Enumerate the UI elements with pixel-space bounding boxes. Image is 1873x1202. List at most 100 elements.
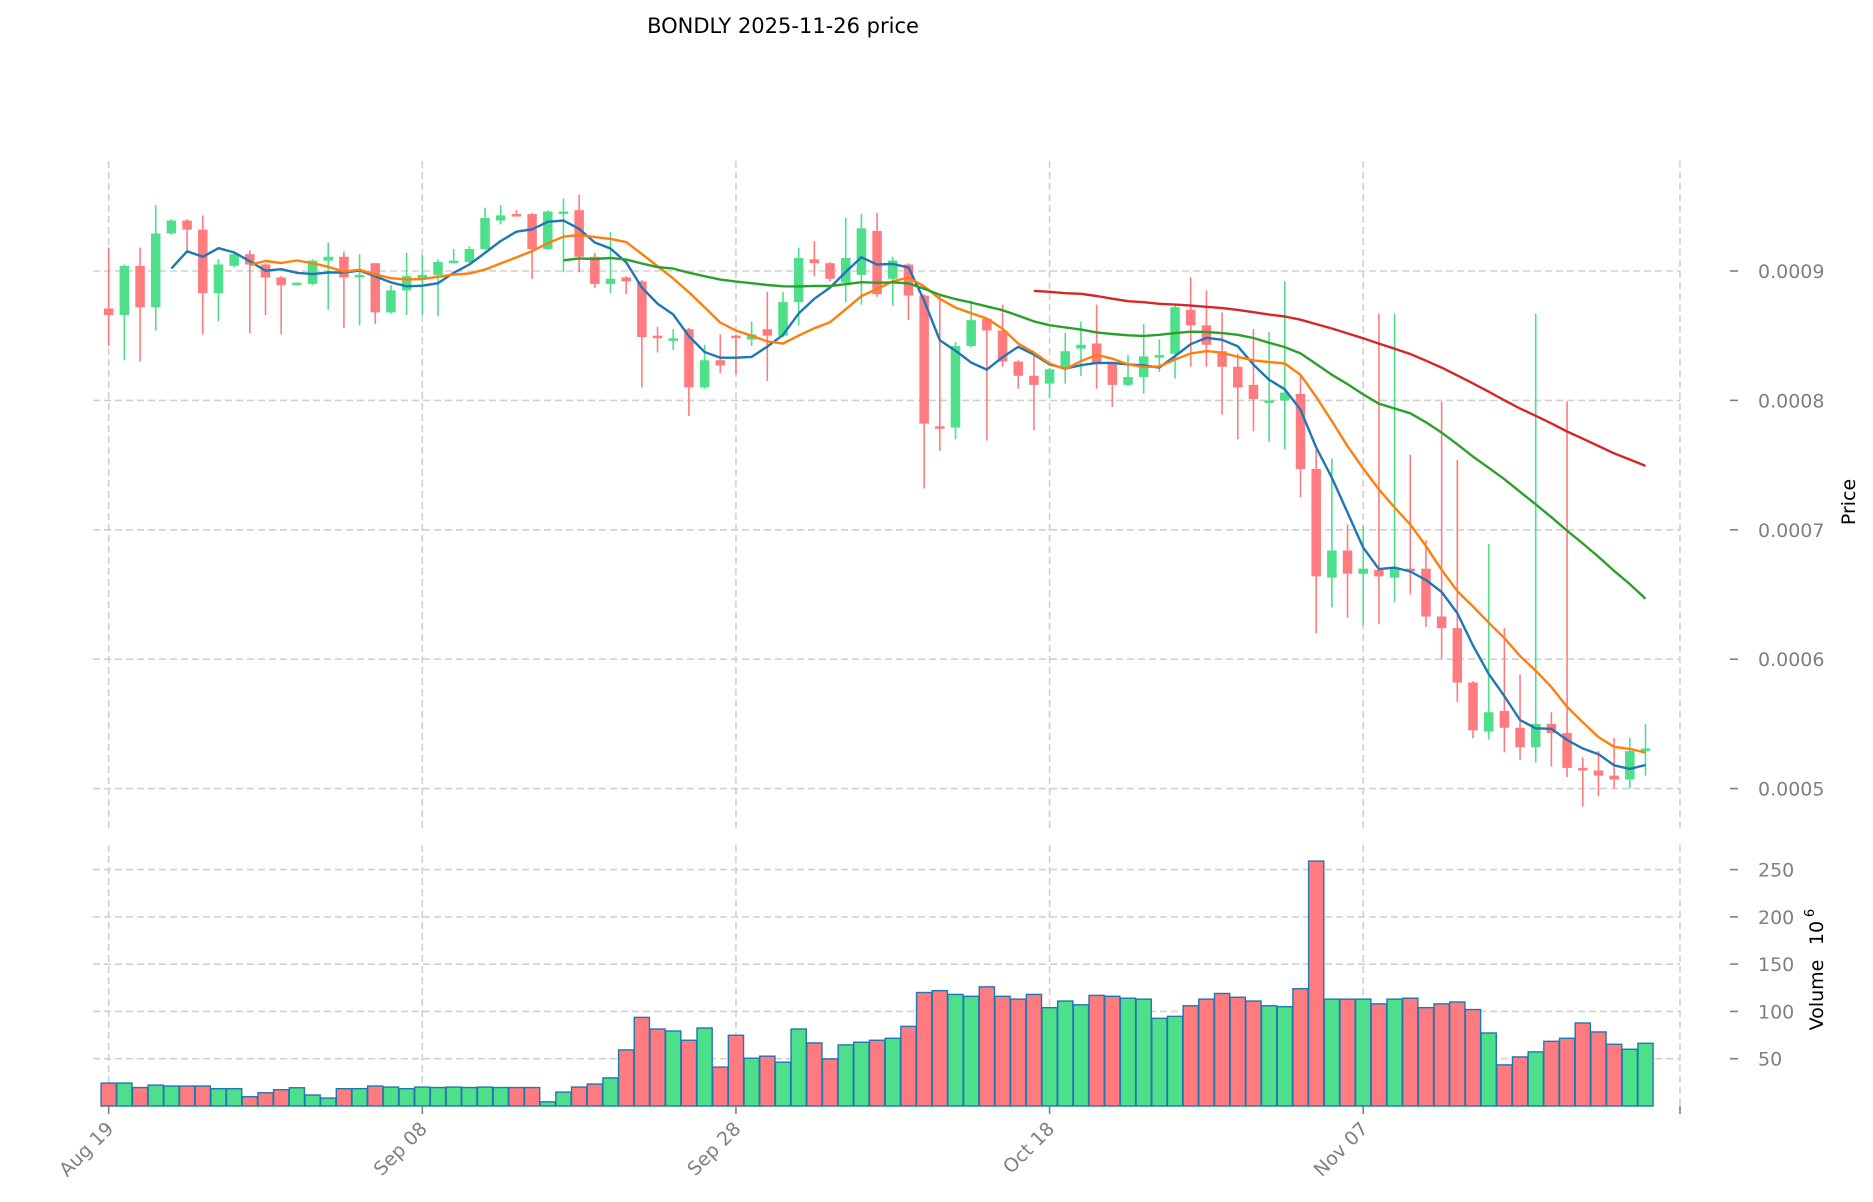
volume-bar xyxy=(1464,1008,1482,1107)
candle-down xyxy=(621,277,631,282)
volume-bar xyxy=(759,1055,776,1107)
x-tick-label: Sep 28 xyxy=(683,1118,745,1180)
volume-tick-label: 50 xyxy=(1758,1049,1782,1071)
volume-exponent-base: 10 xyxy=(1806,921,1828,945)
volume-bar xyxy=(1449,1001,1466,1107)
volume-bar xyxy=(272,1089,290,1107)
candle-down xyxy=(1107,364,1118,385)
volume-bar xyxy=(1198,998,1215,1107)
candle-down xyxy=(652,335,663,339)
candle-down xyxy=(103,308,114,315)
candle-down xyxy=(1029,375,1039,385)
volume-bar xyxy=(1574,1022,1592,1107)
price-tick-label: 0.0005 xyxy=(1758,779,1824,801)
candle-up xyxy=(119,265,130,315)
candle-up xyxy=(778,302,788,336)
volume-bar xyxy=(366,1085,384,1107)
candles xyxy=(103,194,1651,807)
volume-bar xyxy=(1496,1064,1513,1107)
volume-bar xyxy=(962,995,980,1107)
volume-bar xyxy=(1401,997,1419,1107)
price-axis: 0.0005 0.0006 0.0007 0.0008 0.0009 xyxy=(1730,261,1824,801)
volume-bar xyxy=(1072,1004,1090,1107)
volume-bar xyxy=(555,1091,572,1107)
candle-down xyxy=(245,254,255,265)
candle-down xyxy=(982,318,992,331)
price-tick-label: 0.0008 xyxy=(1758,390,1824,412)
candle-up xyxy=(417,274,428,279)
volume-bar xyxy=(131,1086,149,1107)
candle-down xyxy=(1201,325,1212,345)
volume-bar xyxy=(508,1086,525,1107)
price-panel: 0.0005 0.0006 0.0007 0.0008 0.0009 xyxy=(93,161,1824,830)
candle-up xyxy=(605,278,616,284)
candle-down xyxy=(637,281,647,337)
candle-down xyxy=(1311,468,1321,577)
volume-bar xyxy=(194,1085,212,1107)
volume-bar xyxy=(1339,998,1356,1107)
candle-down xyxy=(1436,616,1447,629)
volume-bar xyxy=(617,1049,635,1107)
candle-down xyxy=(1421,568,1431,617)
candle-up xyxy=(213,264,224,293)
volume-bar xyxy=(1276,1006,1294,1107)
candle-up xyxy=(888,260,898,279)
volume-bar xyxy=(304,1094,321,1107)
candle-down xyxy=(1578,767,1588,771)
volume-bar xyxy=(1229,996,1247,1107)
volume-bar xyxy=(319,1097,337,1107)
candle-up xyxy=(1389,568,1400,578)
volume-bar xyxy=(1119,997,1137,1107)
candle-down xyxy=(1342,550,1353,574)
candle-up xyxy=(307,260,318,284)
candle-up xyxy=(229,254,239,266)
volume-bar xyxy=(1041,1006,1058,1107)
candle-down xyxy=(731,335,741,339)
candle-down xyxy=(527,214,537,249)
candle-up xyxy=(166,220,177,234)
candle-up xyxy=(1280,392,1290,401)
ma-10-line xyxy=(249,233,1646,754)
volume-bar xyxy=(915,991,933,1107)
volume-bar xyxy=(1511,1056,1529,1107)
volume-bar xyxy=(1417,1006,1435,1107)
chart-title: BONDLY 2025-11-26 price xyxy=(647,14,919,38)
candle-down xyxy=(1515,727,1525,748)
volume-bar xyxy=(257,1092,274,1107)
volume-bar xyxy=(1245,1000,1262,1107)
candle-up xyxy=(401,276,412,291)
candle-up xyxy=(1044,369,1055,384)
candle-up xyxy=(1530,723,1541,748)
candle-down xyxy=(1013,361,1023,376)
volume-bar xyxy=(539,1101,557,1107)
volume-bar xyxy=(743,1057,760,1107)
price-tick-label: 0.0007 xyxy=(1758,520,1824,542)
candle-down xyxy=(1405,568,1416,572)
price-tick-label: 0.0006 xyxy=(1758,649,1824,671)
volume-bar xyxy=(210,1087,227,1107)
candle-up xyxy=(495,215,506,221)
candle-down xyxy=(276,277,286,286)
volume-bar xyxy=(586,1083,604,1107)
volume-tick-label: 250 xyxy=(1758,860,1794,882)
candle-up xyxy=(1076,344,1086,349)
candle-up xyxy=(448,260,459,264)
volume-bar xyxy=(696,1027,713,1107)
volume-bar xyxy=(1182,1005,1200,1107)
candle-down xyxy=(370,263,381,313)
candle-down xyxy=(135,265,145,308)
volume-bar xyxy=(351,1087,368,1107)
candle-down xyxy=(872,230,882,295)
candle-up xyxy=(292,282,302,286)
volume-panel: 50 100 150 200 250 xyxy=(93,845,1794,1107)
volume-bar xyxy=(1260,1005,1278,1107)
candle-up xyxy=(480,217,490,249)
candle-up xyxy=(793,258,804,303)
candle-up xyxy=(1264,400,1274,403)
candle-up xyxy=(1123,377,1133,385)
volume-bar xyxy=(445,1086,462,1107)
ma-30-line xyxy=(563,256,1647,600)
volume-bar xyxy=(1166,1015,1184,1107)
candle-up xyxy=(386,290,396,313)
